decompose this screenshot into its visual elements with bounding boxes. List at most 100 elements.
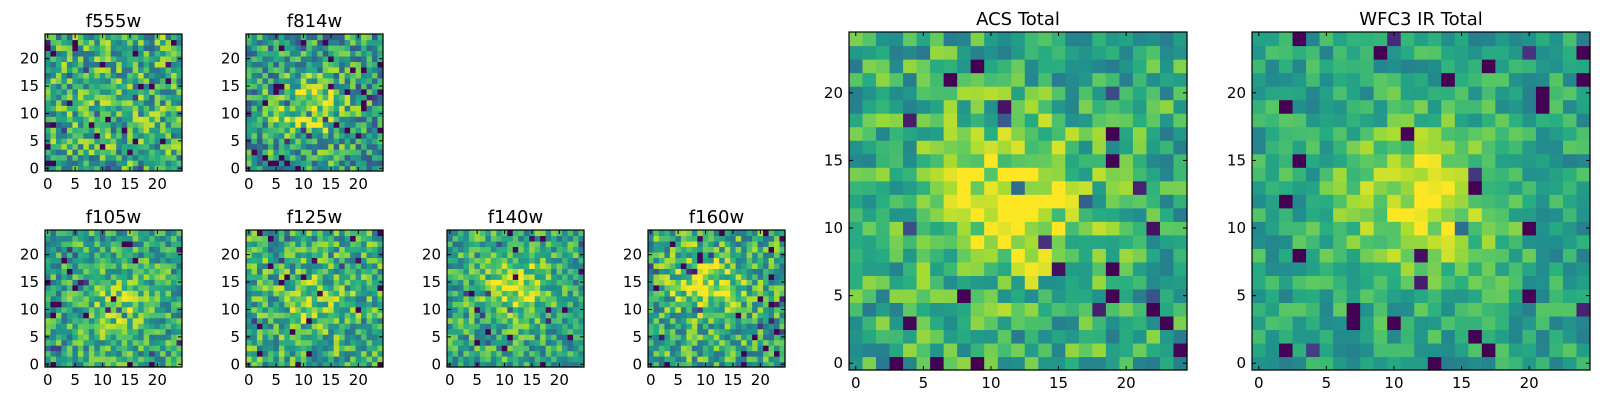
heatmap-cell — [160, 323, 167, 330]
heatmap-cell — [333, 143, 340, 150]
heatmap-cell — [317, 317, 324, 324]
heatmap-cell — [55, 121, 63, 128]
heatmap-cell — [930, 261, 945, 276]
heatmap-cell — [289, 295, 296, 302]
heatmap-cell — [72, 257, 79, 264]
heatmap-cell — [757, 350, 764, 357]
heatmap-cell — [110, 39, 117, 46]
heatmap-cell — [88, 290, 95, 297]
heatmap-cell — [1387, 302, 1402, 317]
heatmap-cell — [702, 235, 709, 242]
heatmap-cell — [262, 94, 269, 101]
heatmap-cell — [45, 39, 52, 46]
heatmap-cell — [691, 273, 698, 280]
heatmap-cell — [77, 295, 84, 302]
heatmap-cell — [691, 306, 698, 313]
heatmap-cell — [160, 66, 167, 73]
heatmap-cell — [94, 50, 101, 57]
heatmap-cell — [361, 323, 368, 330]
heatmap-cell — [984, 59, 999, 74]
heatmap-cell — [768, 339, 775, 346]
heatmap-cell — [50, 235, 57, 242]
heatmap-cell — [284, 55, 291, 62]
heatmap-cell — [903, 180, 918, 195]
heatmap-cell — [1105, 113, 1120, 128]
heatmap-cell — [702, 290, 709, 297]
heatmap-cell — [328, 66, 335, 73]
heatmap-cell — [121, 34, 128, 41]
heatmap-cell — [149, 165, 156, 172]
heatmap-cell — [779, 356, 786, 363]
heatmap-cell — [262, 55, 269, 62]
heatmap-cell — [328, 138, 335, 145]
heatmap-cell — [713, 279, 720, 286]
heatmap-cell — [496, 246, 503, 253]
heatmap-cell — [105, 99, 112, 106]
heatmap-cell — [1159, 140, 1175, 155]
heatmap-cell — [366, 306, 373, 313]
heatmap-cell — [267, 39, 274, 46]
heatmap-cell — [350, 328, 357, 335]
heatmap-cell — [322, 105, 329, 112]
heatmap-cell — [653, 328, 660, 335]
heatmap-cell — [567, 350, 574, 357]
heatmap-cell — [724, 345, 731, 352]
heatmap-cell — [1173, 315, 1188, 331]
heatmap-cell — [1051, 302, 1066, 317]
heatmap-cell — [1252, 221, 1267, 236]
heatmap-cell — [518, 356, 525, 363]
heatmap-cell — [1549, 356, 1564, 371]
heatmap-cell — [138, 77, 145, 84]
heatmap-cell — [534, 268, 541, 275]
heatmap-cell — [317, 361, 324, 368]
heatmap-cell — [66, 154, 73, 161]
heatmap-cell — [1252, 167, 1267, 182]
heatmap-cell — [333, 312, 340, 319]
heatmap-cell — [143, 339, 150, 346]
heatmap-cell — [556, 345, 563, 352]
heatmap-cell — [540, 279, 547, 286]
heatmap-cell — [1146, 86, 1161, 101]
heatmap-cell — [110, 165, 117, 172]
heatmap-cell — [165, 138, 172, 145]
heatmap-cell — [116, 356, 123, 363]
heatmap-cell — [664, 235, 671, 242]
heatmap-cell — [1252, 315, 1267, 331]
heatmap-cell — [1051, 45, 1066, 60]
heatmap-cell — [1146, 261, 1161, 276]
heatmap-cell — [311, 121, 318, 128]
heatmap-cell — [730, 295, 737, 302]
heatmap-cell — [697, 268, 704, 275]
heatmap-cell — [507, 284, 514, 291]
heatmap-cell — [970, 32, 985, 47]
heatmap-cell — [50, 61, 57, 68]
heatmap-cell — [916, 207, 931, 222]
heatmap-cell — [295, 235, 302, 242]
heatmap-cell — [339, 361, 346, 368]
heatmap-cell — [523, 328, 530, 335]
heatmap-cell — [165, 44, 172, 52]
heatmap-cell — [752, 339, 759, 346]
heatmap-cell — [1038, 234, 1053, 249]
heatmap-cell — [300, 105, 307, 112]
heatmap-cell — [490, 284, 497, 291]
heatmap-cell — [1132, 32, 1148, 47]
heatmap-cell — [61, 88, 68, 95]
heatmap-cell — [372, 257, 379, 264]
heatmap-cell — [160, 306, 167, 313]
heatmap-cell — [768, 301, 775, 308]
heatmap-cell — [447, 356, 454, 363]
heatmap-cell — [256, 132, 264, 139]
heatmap-cell — [355, 240, 362, 248]
heatmap-cell — [284, 127, 291, 134]
heatmap-cell — [333, 132, 340, 139]
heatmap-cell — [567, 279, 574, 286]
heatmap-cell — [61, 235, 68, 242]
heatmap-cell — [333, 44, 340, 52]
heatmap-cell — [278, 154, 285, 161]
heatmap-cell — [355, 50, 362, 57]
heatmap-cell — [45, 160, 52, 167]
heatmap-cell — [132, 165, 139, 172]
heatmap-cell — [556, 284, 563, 291]
heatmap-cell — [501, 279, 508, 286]
